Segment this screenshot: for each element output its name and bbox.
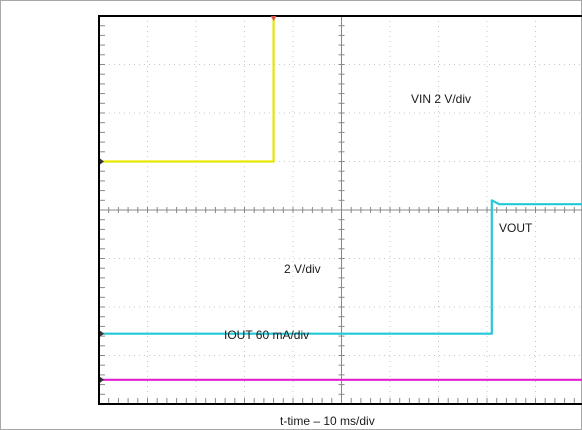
annotation-vscale: 2 V/div xyxy=(284,262,321,276)
channel-marker xyxy=(100,330,104,337)
trigger-marker xyxy=(270,16,277,21)
grid xyxy=(99,16,582,404)
channel-marker xyxy=(100,158,104,165)
vin-trace xyxy=(99,16,275,163)
plot-border xyxy=(98,15,582,405)
channel-marker xyxy=(100,376,104,383)
x-axis-label: t-time – 10 ms/div xyxy=(280,414,375,428)
traces xyxy=(99,16,582,383)
annotation-vout: VOUT xyxy=(499,221,533,235)
annotation-vin: VIN 2 V/div xyxy=(411,92,471,106)
vout-trace xyxy=(99,199,582,335)
annotation-iout: IOUT 60 mA/div xyxy=(224,328,309,342)
